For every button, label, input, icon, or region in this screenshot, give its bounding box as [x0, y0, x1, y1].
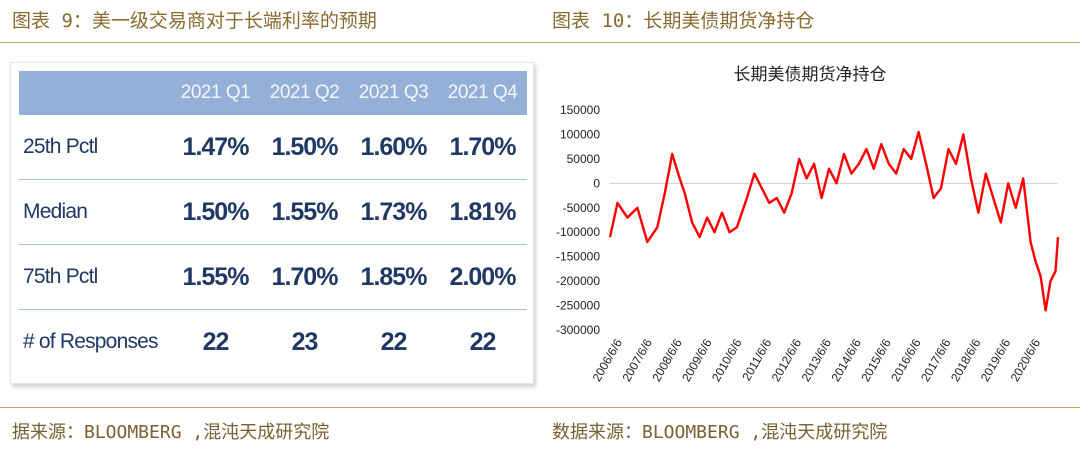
row-label: 25th Pctl	[19, 115, 171, 180]
table-cell: 1.73%	[349, 179, 438, 245]
table-cell: 1.55%	[171, 244, 260, 310]
table-row: 75th Pctl 1.55% 1.70% 1.85% 2.00%	[19, 244, 527, 310]
table-cell: 1.81%	[438, 179, 527, 245]
table-header-cell	[19, 71, 171, 115]
table-header-row: 2021 Q1 2021 Q2 2021 Q3 2021 Q4	[19, 71, 527, 115]
forecast-table: 2021 Q1 2021 Q2 2021 Q3 2021 Q4 25th Pct…	[19, 71, 527, 374]
table-header-cell: 2021 Q2	[260, 71, 349, 115]
table-cell: 1.50%	[260, 115, 349, 180]
y-axis: 150000 100000 50000 0 -50000 -100000 -150000 -2…	[556, 103, 600, 337]
table-cell: 1.70%	[438, 115, 527, 180]
y-tick-label: -100000	[556, 225, 600, 239]
table-cell: 1.85%	[349, 244, 438, 310]
table-cell: 1.60%	[349, 115, 438, 180]
y-tick-label: -50000	[563, 201, 601, 215]
table-header-cell: 2021 Q1	[171, 71, 260, 115]
x-axis: 2006/6/62007/6/62008/6/62009/6/62010/6/6…	[590, 336, 1044, 384]
table-cell: 1.50%	[171, 179, 260, 245]
net-position-chart: 长期美债期货净持仓 150000 100000 50000 0 -50000 -10000…	[556, 65, 1060, 384]
row-label: Median	[19, 179, 171, 245]
table-cell: 1.47%	[171, 115, 260, 180]
y-tick-label: 100000	[560, 127, 600, 141]
table-cell: 22	[202, 327, 230, 356]
bottom-divider	[0, 407, 1080, 408]
y-tick-label: -300000	[556, 323, 600, 337]
right-figure-caption: 图表 10：长期美债期货净持仓	[552, 10, 815, 32]
y-tick-label: -200000	[556, 274, 600, 288]
left-figure-caption: 图表 9：美一级交易商对于长端利率的预期	[12, 10, 377, 32]
left-source-note: 据来源：BLOOMBERG ,混沌天成研究院	[12, 422, 330, 443]
table-row: # of Responses 22 23 22 22	[19, 310, 527, 375]
top-divider	[0, 42, 1080, 43]
table-cell: 22	[469, 327, 497, 356]
table-cell: 2.00%	[438, 244, 527, 310]
right-source-note: 数据来源：BLOOMBERG ,混沌天成研究院	[552, 422, 888, 443]
forecast-table-panel: 2021 Q1 2021 Q2 2021 Q3 2021 Q4 25th Pct…	[10, 62, 534, 384]
row-label: # of Responses	[23, 330, 159, 353]
table-cell: 23	[291, 327, 319, 356]
y-tick-label: -150000	[556, 250, 600, 264]
table-row: 25th Pctl 1.47% 1.50% 1.60% 1.70%	[19, 115, 527, 180]
table-cell: 22	[380, 327, 408, 356]
chart-title: 长期美债期货净持仓	[734, 65, 887, 85]
y-tick-label: 150000	[560, 103, 600, 117]
y-tick-label: 0	[593, 176, 600, 190]
table-header-cell: 2021 Q3	[349, 71, 438, 115]
y-tick-label: -250000	[556, 299, 600, 313]
table-cell: 1.55%	[260, 179, 349, 245]
table-cell: 1.70%	[260, 244, 349, 310]
series-line	[608, 130, 1060, 312]
y-tick-label: 50000	[567, 152, 601, 166]
table-header-cell: 2021 Q4	[438, 71, 527, 115]
row-label: 75th Pctl	[19, 244, 171, 310]
table-row: Median 1.50% 1.55% 1.73% 1.81%	[19, 179, 527, 245]
